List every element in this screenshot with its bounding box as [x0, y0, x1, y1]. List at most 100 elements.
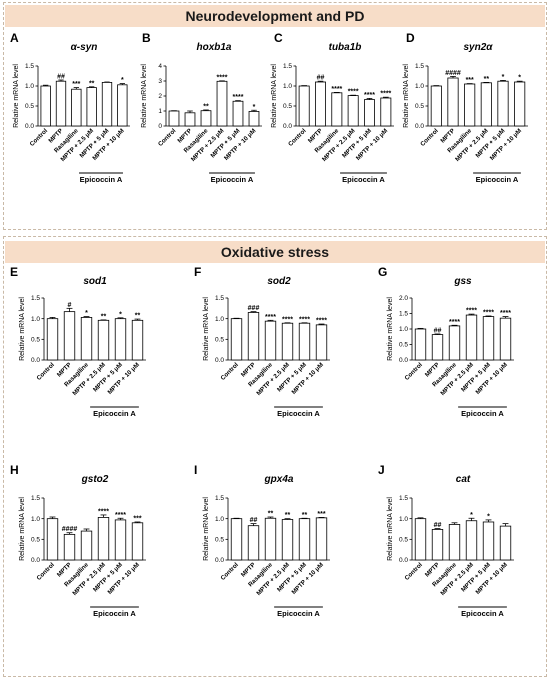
panel-letter: F	[194, 265, 201, 279]
y-axis-label: Relative mRNA level	[387, 497, 394, 561]
significance-label: ****	[500, 310, 511, 317]
y-tick-label: 1.0	[215, 516, 224, 523]
y-tick-label: 1.5	[415, 63, 424, 70]
y-tick-label: 1.5	[215, 295, 224, 302]
y-tick-label: 2.0	[399, 295, 408, 302]
significance-label: ****	[282, 316, 293, 323]
bar	[464, 83, 476, 127]
bar	[63, 533, 76, 561]
chart-title: tuba1b	[329, 42, 362, 53]
bar	[80, 530, 93, 561]
y-tick-label: 1.0	[25, 83, 34, 90]
bar	[86, 87, 97, 127]
section-title: Oxidative stress	[5, 241, 545, 263]
x-tick-label: MPTP + 10 μM	[106, 561, 140, 595]
x-tick-label: Control	[287, 127, 308, 148]
significance-label: ****	[233, 94, 244, 101]
panel-letter: B	[142, 31, 151, 45]
bar	[465, 314, 478, 361]
y-tick-label: 1.5	[25, 63, 34, 70]
bar	[247, 525, 260, 561]
y-tick-label: 0.5	[283, 103, 292, 110]
significance-label: ****	[380, 91, 391, 98]
bar	[465, 520, 478, 561]
y-axis-label: Relative mRNA level	[19, 497, 26, 561]
bar	[364, 99, 375, 127]
y-tick-label: 1.5	[31, 295, 40, 302]
y-tick-label: 0.5	[215, 537, 224, 544]
bar	[448, 524, 461, 561]
bar	[168, 110, 180, 127]
chart-title: cat	[456, 474, 471, 485]
significance-label: ****	[316, 318, 327, 325]
panel-letter: J	[378, 463, 385, 477]
x-tick-label: MPTP + 10 μM	[290, 361, 324, 395]
group-label: Epicoccin A	[342, 175, 385, 184]
bar	[298, 518, 311, 561]
significance-label: ##	[434, 327, 442, 334]
section-title: Neurodevelopment and PD	[5, 5, 545, 27]
bar	[46, 318, 59, 361]
x-tick-label: Control	[219, 561, 240, 582]
y-axis-label: Relative mRNA level	[403, 64, 410, 128]
panel-letter: H	[10, 463, 19, 477]
y-axis-label: Relative mRNA level	[19, 297, 26, 361]
chart-title: hoxb1a	[196, 42, 231, 53]
y-tick-label: 4	[158, 63, 162, 70]
y-tick-label: 1.0	[399, 326, 408, 333]
panel-letter: G	[378, 265, 387, 279]
significance-label: **	[101, 313, 107, 320]
chart-title: gss	[453, 276, 472, 287]
significance-label: *	[470, 512, 473, 519]
significance-label: ****	[98, 508, 109, 515]
bar	[480, 82, 492, 127]
bar	[499, 525, 512, 561]
bar	[131, 522, 144, 561]
y-tick-label: 1.5	[215, 495, 224, 502]
bar	[264, 320, 277, 361]
significance-label: ****	[466, 308, 477, 315]
x-tick-label: Control	[35, 561, 56, 582]
bar	[281, 322, 294, 361]
y-axis-label: Relative mRNA level	[203, 497, 210, 561]
bar	[117, 84, 128, 127]
bar	[230, 318, 243, 361]
bar	[331, 92, 343, 127]
bar	[216, 80, 228, 127]
chart-title: gpx4a	[264, 474, 294, 485]
y-tick-label: 0.5	[415, 103, 424, 110]
y-tick-label: 1.0	[215, 316, 224, 323]
section-neurodevelopment	[3, 2, 547, 230]
bar	[430, 85, 442, 127]
bar	[63, 311, 76, 361]
bar	[230, 518, 243, 561]
panel-letter: D	[406, 31, 415, 45]
bar	[499, 317, 512, 361]
significance-label: ***	[317, 511, 325, 518]
significance-label: ****	[483, 309, 494, 316]
significance-label: *	[85, 310, 88, 317]
group-label: Epicoccin A	[80, 175, 123, 184]
y-axis-label: Relative mRNA level	[387, 297, 394, 361]
bar	[114, 519, 127, 561]
bar	[414, 518, 427, 561]
significance-label: ##	[434, 522, 442, 529]
significance-label: ****	[331, 86, 342, 93]
chart-title: syn2α	[464, 42, 494, 53]
x-tick-label: Control	[157, 127, 178, 148]
x-tick-label: Control	[219, 361, 240, 382]
y-tick-label: 0.0	[399, 557, 408, 564]
significance-label: ****	[449, 319, 460, 326]
x-tick-label: Control	[403, 561, 424, 582]
y-tick-label: 0.0	[215, 357, 224, 364]
bar	[101, 82, 113, 127]
significance-label: *	[502, 74, 505, 81]
y-tick-label: 1.0	[283, 83, 292, 90]
x-tick-label: Control	[419, 127, 440, 148]
significance-label: *	[119, 311, 122, 318]
bar	[414, 328, 427, 361]
